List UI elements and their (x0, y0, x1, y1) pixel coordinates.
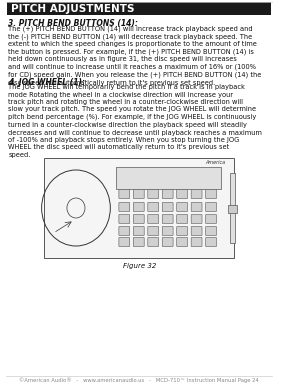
FancyBboxPatch shape (119, 203, 130, 211)
FancyBboxPatch shape (133, 189, 144, 199)
FancyBboxPatch shape (119, 237, 130, 246)
FancyBboxPatch shape (133, 203, 144, 211)
FancyBboxPatch shape (162, 237, 173, 246)
FancyBboxPatch shape (148, 189, 159, 199)
FancyBboxPatch shape (177, 227, 188, 236)
Text: 3. PITCH BEND BUTTONS (14):: 3. PITCH BEND BUTTONS (14): (8, 19, 138, 28)
FancyBboxPatch shape (228, 205, 237, 213)
Text: ©American Audio®   -   www.americanaudio.us   -   MCD-710™ Instruction Manual Pa: ©American Audio® - www.americanaudio.us … (19, 378, 259, 383)
FancyBboxPatch shape (206, 203, 217, 211)
FancyBboxPatch shape (206, 237, 217, 246)
Text: PITCH ADJUSTMENTS: PITCH ADJUSTMENTS (11, 3, 134, 14)
FancyBboxPatch shape (191, 227, 202, 236)
FancyBboxPatch shape (44, 158, 234, 258)
FancyBboxPatch shape (206, 227, 217, 236)
FancyBboxPatch shape (177, 215, 188, 223)
FancyBboxPatch shape (177, 189, 188, 199)
Text: America: America (205, 160, 225, 165)
FancyBboxPatch shape (191, 237, 202, 246)
FancyBboxPatch shape (162, 203, 173, 211)
FancyBboxPatch shape (119, 215, 130, 223)
FancyBboxPatch shape (177, 203, 188, 211)
FancyBboxPatch shape (162, 215, 173, 223)
FancyBboxPatch shape (230, 173, 235, 243)
FancyBboxPatch shape (206, 215, 217, 223)
FancyBboxPatch shape (162, 189, 173, 199)
FancyBboxPatch shape (162, 227, 173, 236)
FancyBboxPatch shape (148, 237, 159, 246)
FancyBboxPatch shape (191, 203, 202, 211)
FancyBboxPatch shape (191, 215, 202, 223)
FancyBboxPatch shape (177, 237, 188, 246)
FancyBboxPatch shape (7, 2, 271, 15)
FancyBboxPatch shape (148, 203, 159, 211)
FancyBboxPatch shape (191, 189, 202, 199)
Text: Figure 32: Figure 32 (122, 263, 156, 269)
Text: The (+) PITCH BEND BUTTON (14) will increase track playback speed and
the (-) PI: The (+) PITCH BEND BUTTON (14) will incr… (8, 25, 262, 86)
Text: 4. JOG WHEEL (1):: 4. JOG WHEEL (1): (8, 78, 85, 87)
FancyBboxPatch shape (133, 215, 144, 223)
Text: The JOG WHEEL will temporarily bend the pitch if a track is in playback
mode Rot: The JOG WHEEL will temporarily bend the … (8, 84, 262, 158)
FancyBboxPatch shape (206, 189, 217, 199)
FancyBboxPatch shape (133, 237, 144, 246)
FancyBboxPatch shape (148, 227, 159, 236)
FancyBboxPatch shape (119, 227, 130, 236)
FancyBboxPatch shape (119, 189, 130, 199)
FancyBboxPatch shape (133, 227, 144, 236)
FancyBboxPatch shape (148, 215, 159, 223)
FancyBboxPatch shape (116, 167, 221, 189)
